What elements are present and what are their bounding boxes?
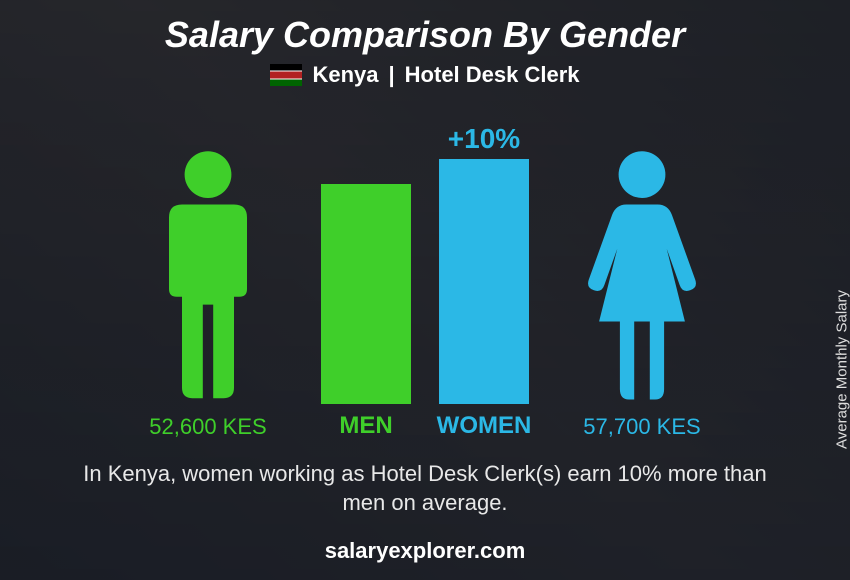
- separator: |: [389, 62, 395, 88]
- men-bar-column: MEN: [316, 184, 416, 440]
- women-bar: [439, 159, 529, 404]
- y-axis-label: Average Monthly Salary: [834, 290, 850, 449]
- men-bar: [321, 184, 411, 404]
- summary-text: In Kenya, women working as Hotel Desk Cl…: [0, 459, 850, 518]
- men-salary: 52,600 KES: [149, 414, 266, 440]
- country-label: Kenya: [312, 62, 378, 88]
- women-salary: 57,700 KES: [583, 414, 700, 440]
- job-label: Hotel Desk Clerk: [405, 62, 580, 88]
- men-icon-column: 52,600 KES: [118, 146, 298, 440]
- men-bar-label: MEN: [339, 412, 392, 440]
- flag-icon: [270, 64, 302, 86]
- woman-icon: [577, 146, 707, 406]
- site-label: salaryexplorer.com: [0, 538, 850, 564]
- women-icon-column: 57,700 KES: [552, 146, 732, 440]
- women-bar-column: +10% WOMEN: [434, 159, 534, 440]
- chart-area: 52,600 KES MEN +10% WOMEN 57,700 KES: [0, 130, 850, 440]
- delta-label: +10%: [448, 123, 520, 155]
- women-bar-label: WOMEN: [437, 412, 532, 440]
- man-icon: [143, 146, 273, 406]
- chart-subtitle: Kenya | Hotel Desk Clerk: [0, 62, 850, 88]
- chart-title: Salary Comparison By Gender: [0, 0, 850, 56]
